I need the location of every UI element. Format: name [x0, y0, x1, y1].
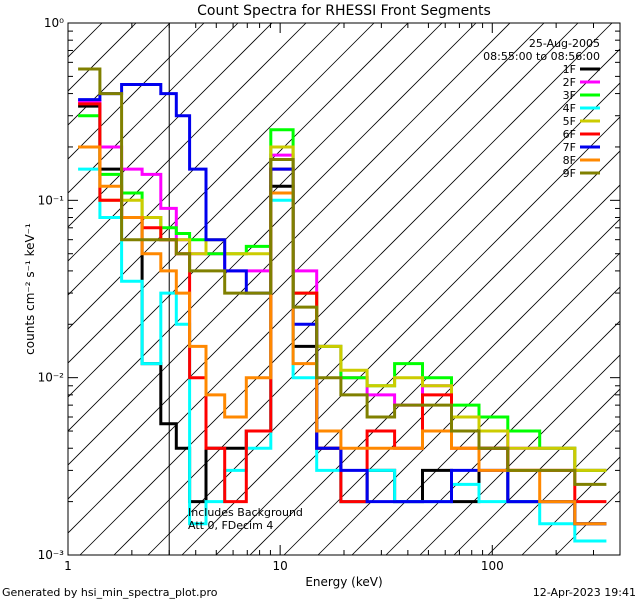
plot-frame — [67, 22, 621, 556]
hatch-line — [68, 23, 511, 466]
hatch-line — [79, 23, 613, 555]
y-tick-label: 10⁻¹ — [38, 193, 65, 207]
legend-label-4F: 4F — [563, 102, 576, 115]
axes: 1 10 100 10⁻³ 10⁻² 10⁻¹ 10⁰ — [38, 16, 621, 573]
hatch-line — [283, 218, 620, 555]
hatch-line — [68, 23, 307, 262]
legend-label-6F: 6F — [563, 128, 576, 141]
series-5F — [78, 145, 607, 472]
hatch-line — [68, 23, 443, 398]
hatched-region — [68, 23, 620, 555]
hatch-line — [68, 23, 341, 296]
chart-title: Count Spectra for RHESSI Front Segments — [197, 3, 491, 19]
hatch-line — [453, 388, 620, 555]
hatch-line — [113, 48, 620, 555]
hatch-line — [385, 320, 620, 555]
annotation-background: Includes Background — [188, 506, 303, 519]
x-tick-label: 1 — [64, 559, 72, 573]
hatch-line — [68, 23, 409, 364]
hatch-line — [68, 23, 239, 194]
series-group — [78, 67, 607, 543]
hatch-line — [351, 286, 620, 555]
series-7F — [78, 83, 607, 526]
y-axis-label: counts cm⁻² s⁻¹ keV⁻¹ — [23, 223, 37, 355]
y-tick-label: 10⁻³ — [38, 548, 65, 562]
y-tick-label: 10⁰ — [44, 16, 64, 30]
series-4F — [78, 167, 607, 543]
hatch-line — [68, 23, 375, 330]
x-tick-label: 100 — [481, 559, 504, 573]
footer-generated-by: Generated by hsi_min_spectra_plot.pro — [2, 586, 218, 599]
hatch-line — [317, 252, 620, 555]
hatch-line — [181, 116, 620, 555]
hatch-line — [68, 23, 273, 228]
hatch-line — [215, 150, 620, 555]
y-tick-label: 10⁻² — [38, 371, 65, 385]
legend-date: 25-Aug-2005 — [529, 37, 600, 50]
hatch-line — [521, 456, 620, 555]
annotation-attenuator: Att 0, FDecim 4 — [188, 519, 273, 532]
hatch-line — [249, 184, 620, 555]
x-tick-label: 10 — [272, 559, 287, 573]
hatch-line — [68, 23, 171, 126]
hatch-line — [147, 82, 620, 555]
legend-label-8F: 8F — [563, 154, 576, 167]
series-9F — [78, 67, 607, 486]
legend-label-5F: 5F — [563, 115, 576, 128]
legend-label-2F: 2F — [563, 76, 576, 89]
legend-label-3F: 3F — [563, 89, 576, 102]
hatch-line — [68, 23, 477, 432]
legend-label-1F: 1F — [563, 63, 576, 76]
legend-time-range: 08:55:00 to 08:56:00 — [483, 50, 600, 63]
footer-timestamp: 12-Apr-2023 19:41 — [533, 586, 636, 599]
hatch-line — [487, 422, 620, 555]
hatch-line — [68, 23, 579, 534]
hatch-line — [68, 23, 545, 500]
legend-label-7F: 7F — [563, 141, 576, 154]
legend-label-9F: 9F — [563, 167, 576, 180]
hatch-line — [68, 23, 205, 160]
x-axis-label: Energy (keV) — [305, 575, 382, 589]
